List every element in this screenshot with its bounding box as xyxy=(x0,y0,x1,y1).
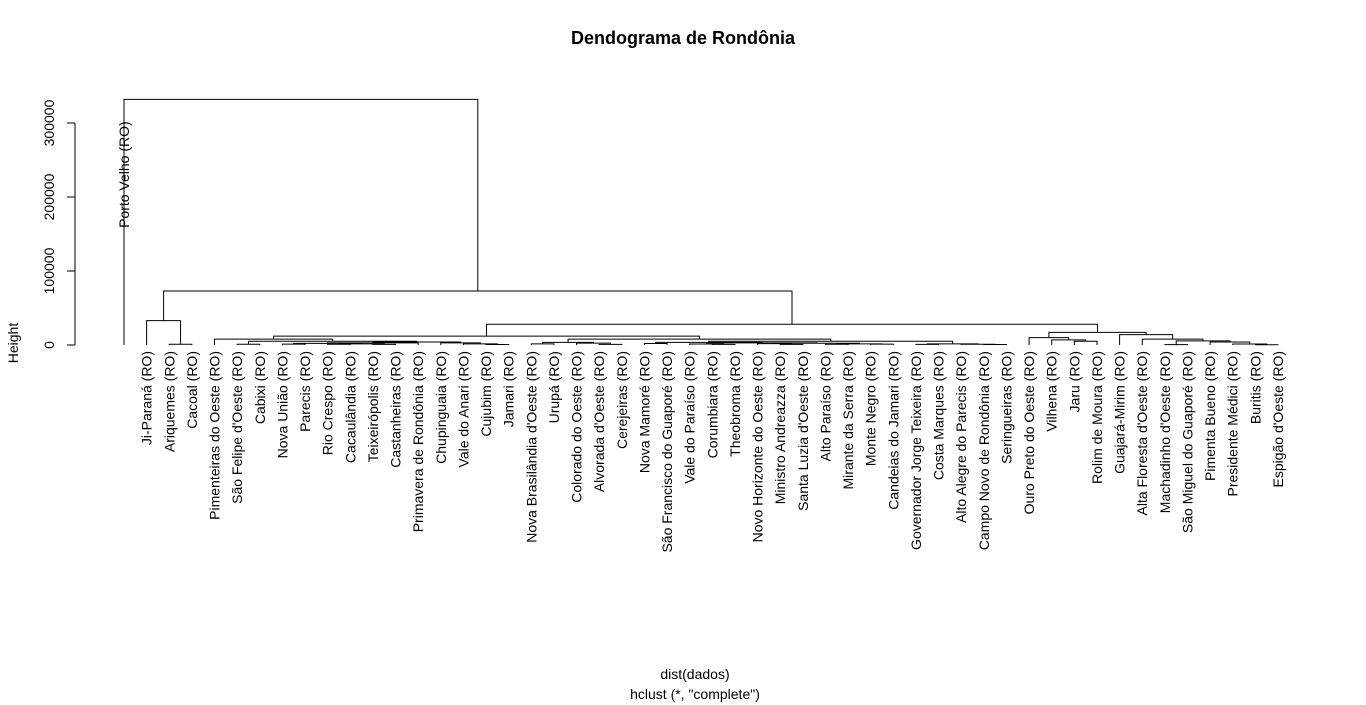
dendrogram-link xyxy=(1175,340,1231,345)
leaf-label: Ariquemes (RO) xyxy=(161,351,177,452)
dendrogram-link xyxy=(1073,340,1098,345)
dendrogram-link xyxy=(779,343,804,345)
leaf-label: Vale do Anari (RO) xyxy=(455,351,471,467)
leaf-label: Cujubim (RO) xyxy=(478,351,494,437)
dendrogram-tree xyxy=(123,98,1279,346)
y-axis: 0 100000 200000 300000 xyxy=(41,99,76,349)
dendrogram-link xyxy=(1051,339,1087,345)
leaf-label: Pimenta Bueno (RO) xyxy=(1202,351,1218,481)
leaf-label: Castanheiras (RO) xyxy=(388,351,404,468)
leaf-label: Jaru (RO) xyxy=(1066,351,1082,412)
y-tick-label: 0 xyxy=(41,341,57,349)
dendrogram-link xyxy=(372,343,397,345)
dendrogram-link xyxy=(915,343,940,345)
leaf-label: Primavera de Rondônia (RO) xyxy=(410,351,426,532)
leaf-label: Governador Jorge Teixeira (RO) xyxy=(908,351,924,550)
leaf-label: São Felipe d'Oeste (RO) xyxy=(229,351,245,504)
leaf-label: Buritis (RO) xyxy=(1247,351,1263,424)
dendrogram-link xyxy=(168,343,193,345)
leaf-label: Nova União (RO) xyxy=(274,351,290,458)
dendrogram-link xyxy=(1119,334,1174,345)
y-tick-label: 200000 xyxy=(41,173,57,220)
leaf-label: São Miguel do Guaporé (RO) xyxy=(1179,351,1195,533)
leaf-label: Ouro Preto do Oeste (RO) xyxy=(1021,351,1037,514)
leaf-label: Alta Floresta d'Oeste (RO) xyxy=(1134,351,1150,516)
dendrogram-link xyxy=(281,343,306,345)
leaf-label: Corumbiara (RO) xyxy=(704,351,720,458)
leaf-label: Teixeirópolis (RO) xyxy=(365,351,381,462)
leaf-label: Alto Alegre do Parecis (RO) xyxy=(953,351,969,523)
dendrogram-link xyxy=(643,343,668,345)
dendrogram-link xyxy=(485,323,1099,337)
leaf-label: Colorado do Oeste (RO) xyxy=(569,351,585,503)
leaf-label: Porto Velho (RO) xyxy=(116,121,132,228)
leaf-label: Ji-Paraná (RO) xyxy=(139,351,155,445)
dendrogram-link xyxy=(236,343,261,345)
leaf-label: Guajará-Mirim (RO) xyxy=(1112,351,1128,474)
leaf-label: São Francisco do Guaporé (RO) xyxy=(659,351,675,553)
leaf-label: Machadinho d'Oeste (RO) xyxy=(1157,351,1173,513)
leaf-label: Presidente Médici (RO) xyxy=(1225,351,1241,497)
leaf-label: Cacaulândia (RO) xyxy=(342,351,358,463)
dendrogram-link xyxy=(338,343,385,345)
leaf-label: Vilhena (RO) xyxy=(1044,351,1060,432)
dendrogram-link xyxy=(926,343,979,345)
dendrogram-link xyxy=(1141,338,1204,345)
dendrogram-link xyxy=(146,320,182,345)
leaf-label: Ministro Andreazza (RO) xyxy=(772,351,788,504)
leaf-label: Espigão d'Oeste (RO) xyxy=(1270,351,1286,488)
chart-subtitle: hclust (*, "complete") xyxy=(630,686,760,702)
dendrogram-link xyxy=(163,290,793,325)
leaf-labels: Porto Velho (RO) Ji-Paraná (RO) Ariquemes … xyxy=(116,121,1286,552)
leaf-label: Nova Brasilândia d'Oeste (RO) xyxy=(523,351,539,543)
leaf-label: Campo Novo de Rondônia (RO) xyxy=(976,351,992,550)
leaf-label: Candeias do Jamari (RO) xyxy=(885,351,901,510)
dendrogram-link xyxy=(123,98,479,345)
leaf-label: Novo Horizonte do Oeste (RO) xyxy=(750,351,766,542)
leaf-label: Cerejeiras (RO) xyxy=(614,351,630,449)
leaf-label: Alto Paraíso (RO) xyxy=(817,351,833,461)
leaf-label: Santa Luzia d'Oeste (RO) xyxy=(795,351,811,511)
leaf-label: Nova Mamoré (RO) xyxy=(636,351,652,473)
leaf-label: Urupá (RO) xyxy=(546,351,562,423)
dendrogram-link xyxy=(598,343,623,345)
dendrogram-link xyxy=(214,338,334,345)
leaf-label: Costa Marques (RO) xyxy=(931,351,947,480)
leaf-label: Cacoal (RO) xyxy=(184,351,200,429)
leaf-label: Vale do Paraíso (RO) xyxy=(682,351,698,484)
dendrogram-link xyxy=(1209,341,1251,345)
leaf-label: Seringueiras (RO) xyxy=(998,351,1014,464)
leaf-label: Jamari (RO) xyxy=(501,351,517,427)
dendrogram-link xyxy=(530,343,555,345)
dendrogram-link xyxy=(1028,337,1070,345)
leaf-label: Rio Crespo (RO) xyxy=(320,351,336,455)
y-axis-label: Height xyxy=(5,323,21,364)
leaf-label: Theobroma (RO) xyxy=(727,351,743,457)
leaf-label: Rolim de Moura (RO) xyxy=(1089,351,1105,484)
chart-title: Dendograma de Rondônia xyxy=(570,28,795,48)
leaf-label: Parecis (RO) xyxy=(297,351,313,432)
y-tick-label: 100000 xyxy=(41,247,57,294)
x-axis-label: dist(dados) xyxy=(660,666,730,682)
leaf-label: Chupinguaia (RO) xyxy=(433,351,449,464)
leaf-label: Monte Negro (RO) xyxy=(863,351,879,466)
dendrogram-link xyxy=(711,343,736,345)
leaf-label: Mirante da Serra (RO) xyxy=(840,351,856,489)
leaf-label: Alvorada d'Oeste (RO) xyxy=(591,351,607,492)
leaf-label: Pimenteiras do Oeste (RO) xyxy=(207,351,223,520)
y-tick-label: 300000 xyxy=(41,99,57,146)
leaf-label: Cabixi (RO) xyxy=(252,351,268,424)
